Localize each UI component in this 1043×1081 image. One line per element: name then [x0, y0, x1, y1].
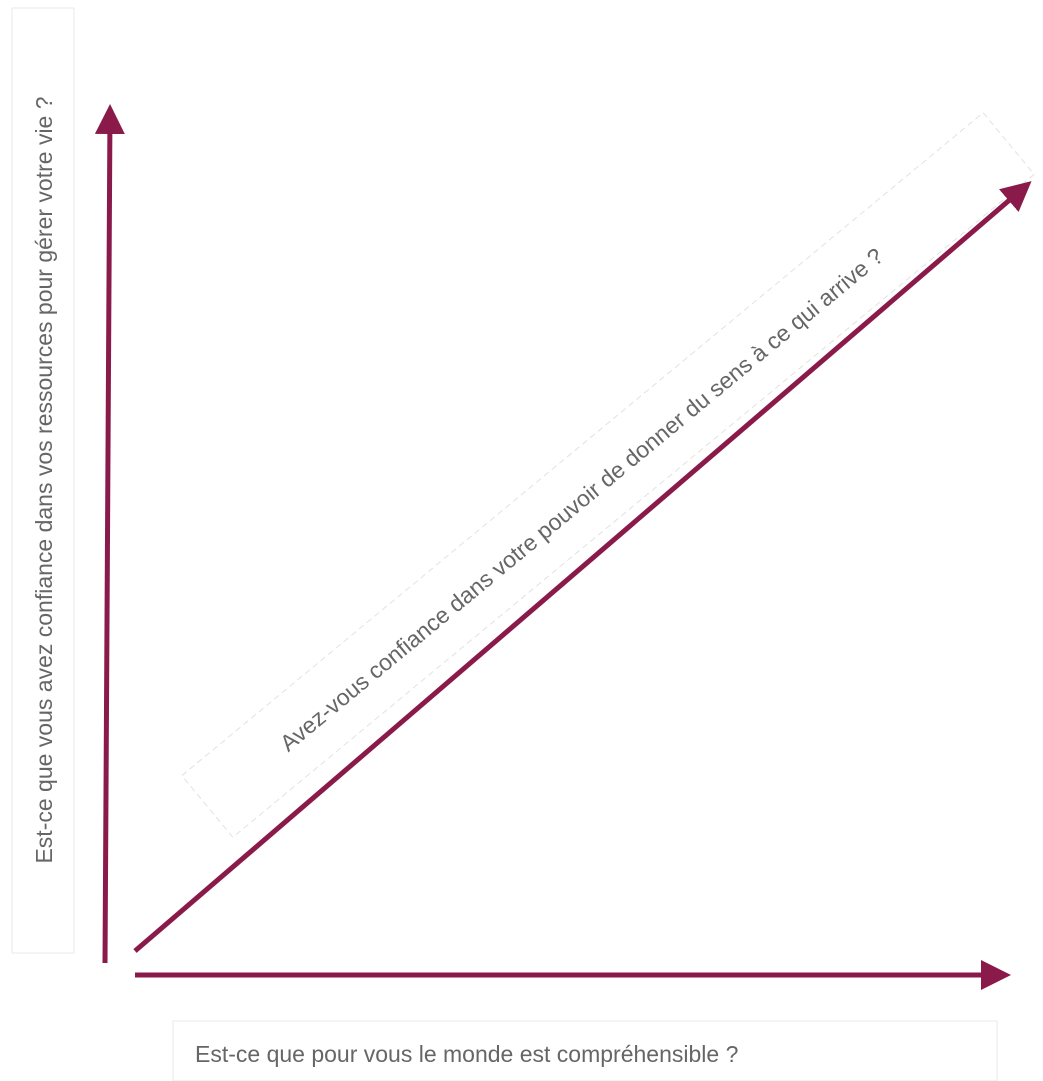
y-axis-label-box [11, 7, 75, 954]
diagonal-label: Avez-vous confiance dans votre pouvoir d… [275, 243, 888, 757]
diagonal-arrow [133, 181, 1032, 953]
diagonal-label-box [181, 112, 1035, 838]
x-axis-label: Est-ce que pour vous le monde est compré… [195, 1041, 738, 1067]
y-axis-label-group: Est-ce que vous avez confiance dans vos … [11, 7, 75, 954]
y-axis-label: Est-ce que vous avez confiance dans vos … [31, 96, 57, 863]
y-axis-arrow [94, 104, 125, 964]
x-axis-label-box [172, 1020, 998, 1081]
x-axis-label-group: Est-ce que pour vous le monde est compré… [172, 1020, 998, 1081]
diagonal-label-group: Avez-vous confiance dans votre pouvoir d… [181, 112, 1035, 838]
